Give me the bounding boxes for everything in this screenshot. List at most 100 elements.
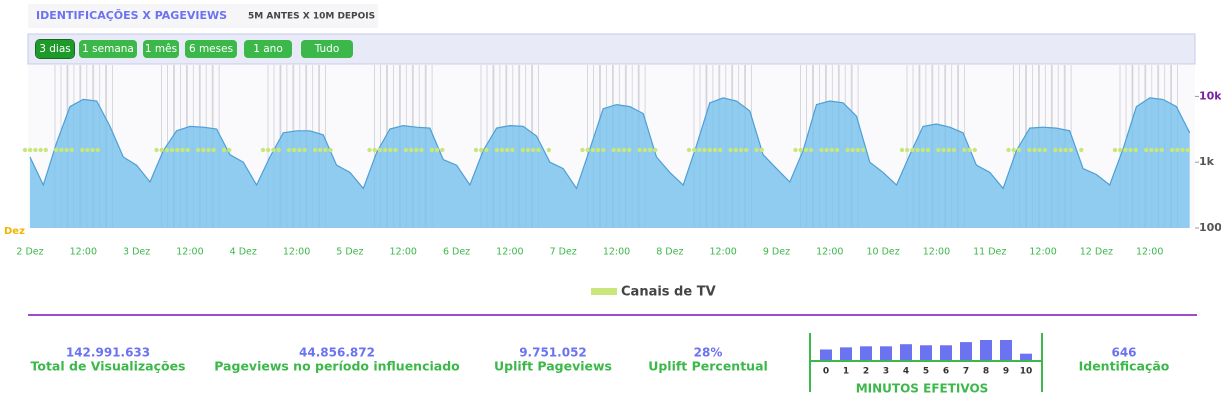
tv-dot [738, 147, 744, 153]
range-button[interactable]: 6 meses [185, 40, 237, 58]
tv-dot [90, 147, 95, 153]
tv-dot [1006, 147, 1011, 153]
tv-dot [227, 147, 232, 153]
tv-dot [64, 147, 69, 153]
x-tick-label: 6 [943, 367, 949, 377]
bar [920, 345, 932, 360]
tv-dot [1058, 147, 1063, 153]
tv-dot [580, 147, 585, 153]
tv-dot [754, 147, 759, 153]
x-tick-label: 2 [863, 367, 869, 377]
kpi-value: 9.751.052 [519, 346, 587, 360]
tv-dot [323, 147, 328, 153]
tv-dot [601, 147, 606, 153]
bar [880, 346, 892, 360]
tv-dot [408, 147, 414, 153]
kpi-value: 646 [1111, 346, 1136, 360]
tv-dot [271, 147, 276, 153]
tv-dot [1112, 147, 1118, 153]
tv-dot [637, 147, 642, 153]
x-tick-label: 12:00 [283, 247, 310, 258]
x-tick-label: 7 [963, 367, 969, 377]
range-button[interactable]: 1 mês [143, 40, 179, 58]
tv-dot [318, 147, 323, 153]
tv-dot [54, 147, 59, 153]
range-button[interactable]: Tudo [301, 40, 353, 58]
x-tick-label: 12:00 [176, 247, 203, 258]
tv-dot [1175, 147, 1180, 153]
tv-dot [1016, 147, 1022, 153]
tv-dot [621, 147, 627, 153]
tv-dot [946, 147, 951, 153]
tv-dot [266, 147, 271, 153]
bar [980, 340, 992, 360]
tv-dot [403, 147, 409, 153]
tv-dot [1068, 147, 1074, 153]
area [30, 97, 1190, 229]
bar [900, 344, 912, 360]
tv-dot [824, 147, 829, 153]
x-tick-label: 12:00 [496, 247, 523, 258]
tv-dot [388, 147, 393, 153]
tv-dot [1042, 147, 1048, 153]
tv-dot [494, 147, 499, 153]
tv-dot [434, 147, 440, 153]
tv-dot [43, 147, 48, 153]
x-tick-label: 12:00 [709, 247, 736, 258]
kpi-value: 28% [694, 346, 723, 360]
mini-title: MINUTOS EFETIVOS [856, 382, 989, 396]
tv-dot [712, 147, 718, 153]
tv-dot [793, 147, 798, 153]
tv-dot [936, 147, 941, 153]
bar [1020, 353, 1032, 360]
tab[interactable]: IDENTIFICAÇÕES X PAGEVIEWS [36, 9, 227, 22]
range-button[interactable]: 3 dias [35, 39, 75, 59]
tv-dot [585, 147, 590, 153]
tv-dot [962, 147, 967, 153]
kpi-label: Pageviews no período influenciado [214, 359, 460, 374]
tv-dot [154, 147, 159, 153]
tv-dot [819, 147, 824, 153]
tab[interactable]: 5M ANTES X 10M DEPOIS [248, 12, 375, 22]
range-button[interactable]: 1 ano [244, 40, 292, 58]
tv-dot [85, 147, 90, 153]
tv-dot [499, 147, 505, 153]
tv-dot [647, 147, 653, 153]
tv-dot [860, 147, 866, 153]
tv-dot [697, 147, 702, 153]
x-tick-label: 12 Dez [1080, 247, 1113, 258]
range-button[interactable]: 1 semana [79, 40, 137, 58]
bar [1000, 340, 1012, 360]
tv-dot [414, 147, 419, 153]
x-tick-label: 12:00 [70, 247, 97, 258]
tv-dot [941, 147, 946, 153]
x-tick-label: 5 Dez [336, 247, 363, 258]
tv-dot [28, 147, 33, 153]
tv-dot [473, 147, 479, 153]
x-tick-label: 10 [1020, 367, 1033, 377]
tv-dot [536, 147, 541, 153]
x-tick-label: 0 [823, 367, 829, 377]
tv-dot [260, 147, 266, 153]
tv-dot [1118, 147, 1123, 153]
tv-dot [1128, 147, 1133, 153]
x-tick-label: 8 [983, 367, 989, 377]
tv-dot [206, 147, 211, 153]
tv-dot [728, 147, 733, 153]
tv-dot [590, 147, 596, 153]
tv-dot [484, 147, 489, 153]
legend-label[interactable]: Canais de TV [621, 285, 716, 300]
tv-dot [798, 147, 803, 153]
tv-dot [367, 147, 372, 153]
tv-dot [159, 147, 164, 153]
tv-dot [595, 147, 601, 153]
x-tick-label: 3 [883, 367, 889, 377]
tv-dot [419, 147, 424, 153]
tv-dot [292, 147, 297, 153]
tv-dot [59, 147, 64, 153]
x-tick-label: 12:00 [1029, 247, 1056, 258]
tv-dot [1123, 147, 1128, 153]
x-tick-label: 11 Dez [973, 247, 1006, 258]
